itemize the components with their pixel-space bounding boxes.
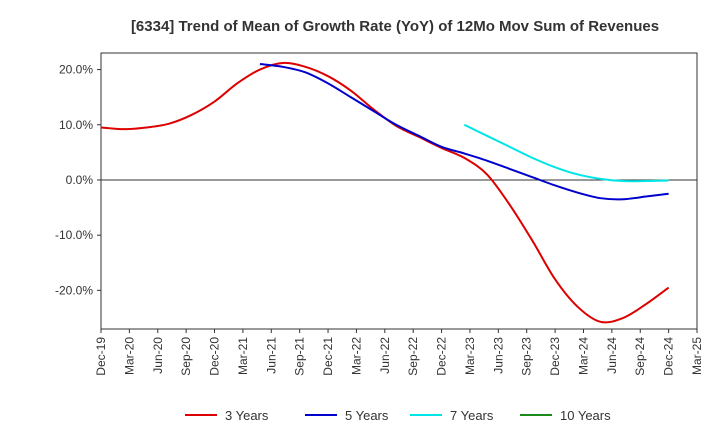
x-tick-label: Sep-24	[633, 337, 647, 376]
x-tick-label: Sep-23	[520, 337, 534, 376]
x-tick-labels: Dec-19 Mar-20 Jun-20 Sep-20 Dec-20 Mar-21 Jun-…	[94, 337, 704, 376]
x-tick-label: Mar-21	[236, 337, 250, 375]
x-tick-label: Sep-22	[406, 337, 420, 376]
legend: 3 Years 5 Years 7 Years 10 Years	[185, 408, 611, 423]
x-tick-label: Dec-20	[208, 337, 222, 376]
chart-title: [6334] Trend of Mean of Growth Rate (YoY…	[131, 18, 659, 35]
x-tick-label: Sep-21	[293, 337, 307, 376]
legend-label: 7 Years	[450, 408, 494, 423]
x-tick-label: Jun-24	[605, 337, 619, 374]
series-line-7-years	[463, 123, 669, 183]
legend-label: 10 Years	[560, 408, 611, 423]
y-tick-label: -20.0%	[55, 283, 93, 297]
axis-layer	[97, 52, 698, 333]
y-tick-label: 0.0%	[66, 173, 94, 187]
x-tick-label: Sep-20	[179, 337, 193, 376]
plot-area	[100, 52, 698, 330]
x-tick-label: Dec-24	[662, 337, 676, 376]
x-tick-label: Dec-19	[94, 337, 108, 376]
x-tick-label: Dec-23	[548, 337, 562, 376]
y-tick-labels: 20.0% 10.0% 0.0% -10.0% -20.0%	[55, 63, 93, 298]
y-tick-label: 10.0%	[59, 118, 93, 132]
x-tick-label: Mar-22	[349, 337, 363, 375]
x-tick-label: Jun-22	[378, 337, 392, 374]
x-tick-label: Mar-24	[576, 337, 590, 375]
y-tick-label: 20.0%	[59, 63, 93, 77]
x-tick-label: Mar-25	[690, 337, 704, 375]
x-tick-label: Jun-23	[491, 337, 505, 374]
legend-label: 3 Years	[225, 408, 269, 423]
x-tick-label: Jun-20	[151, 337, 165, 374]
x-tick-label: Jun-21	[264, 337, 278, 374]
x-tick-label: Dec-22	[435, 337, 449, 376]
series-layer	[100, 61, 670, 324]
legend-label: 5 Years	[345, 408, 389, 423]
series-line-5-years	[259, 63, 669, 201]
x-tick-label: Mar-20	[122, 337, 136, 375]
y-tick-label: -10.0%	[55, 228, 93, 242]
x-tick-label: Mar-23	[463, 337, 477, 375]
x-tick-label: Dec-21	[321, 337, 335, 376]
